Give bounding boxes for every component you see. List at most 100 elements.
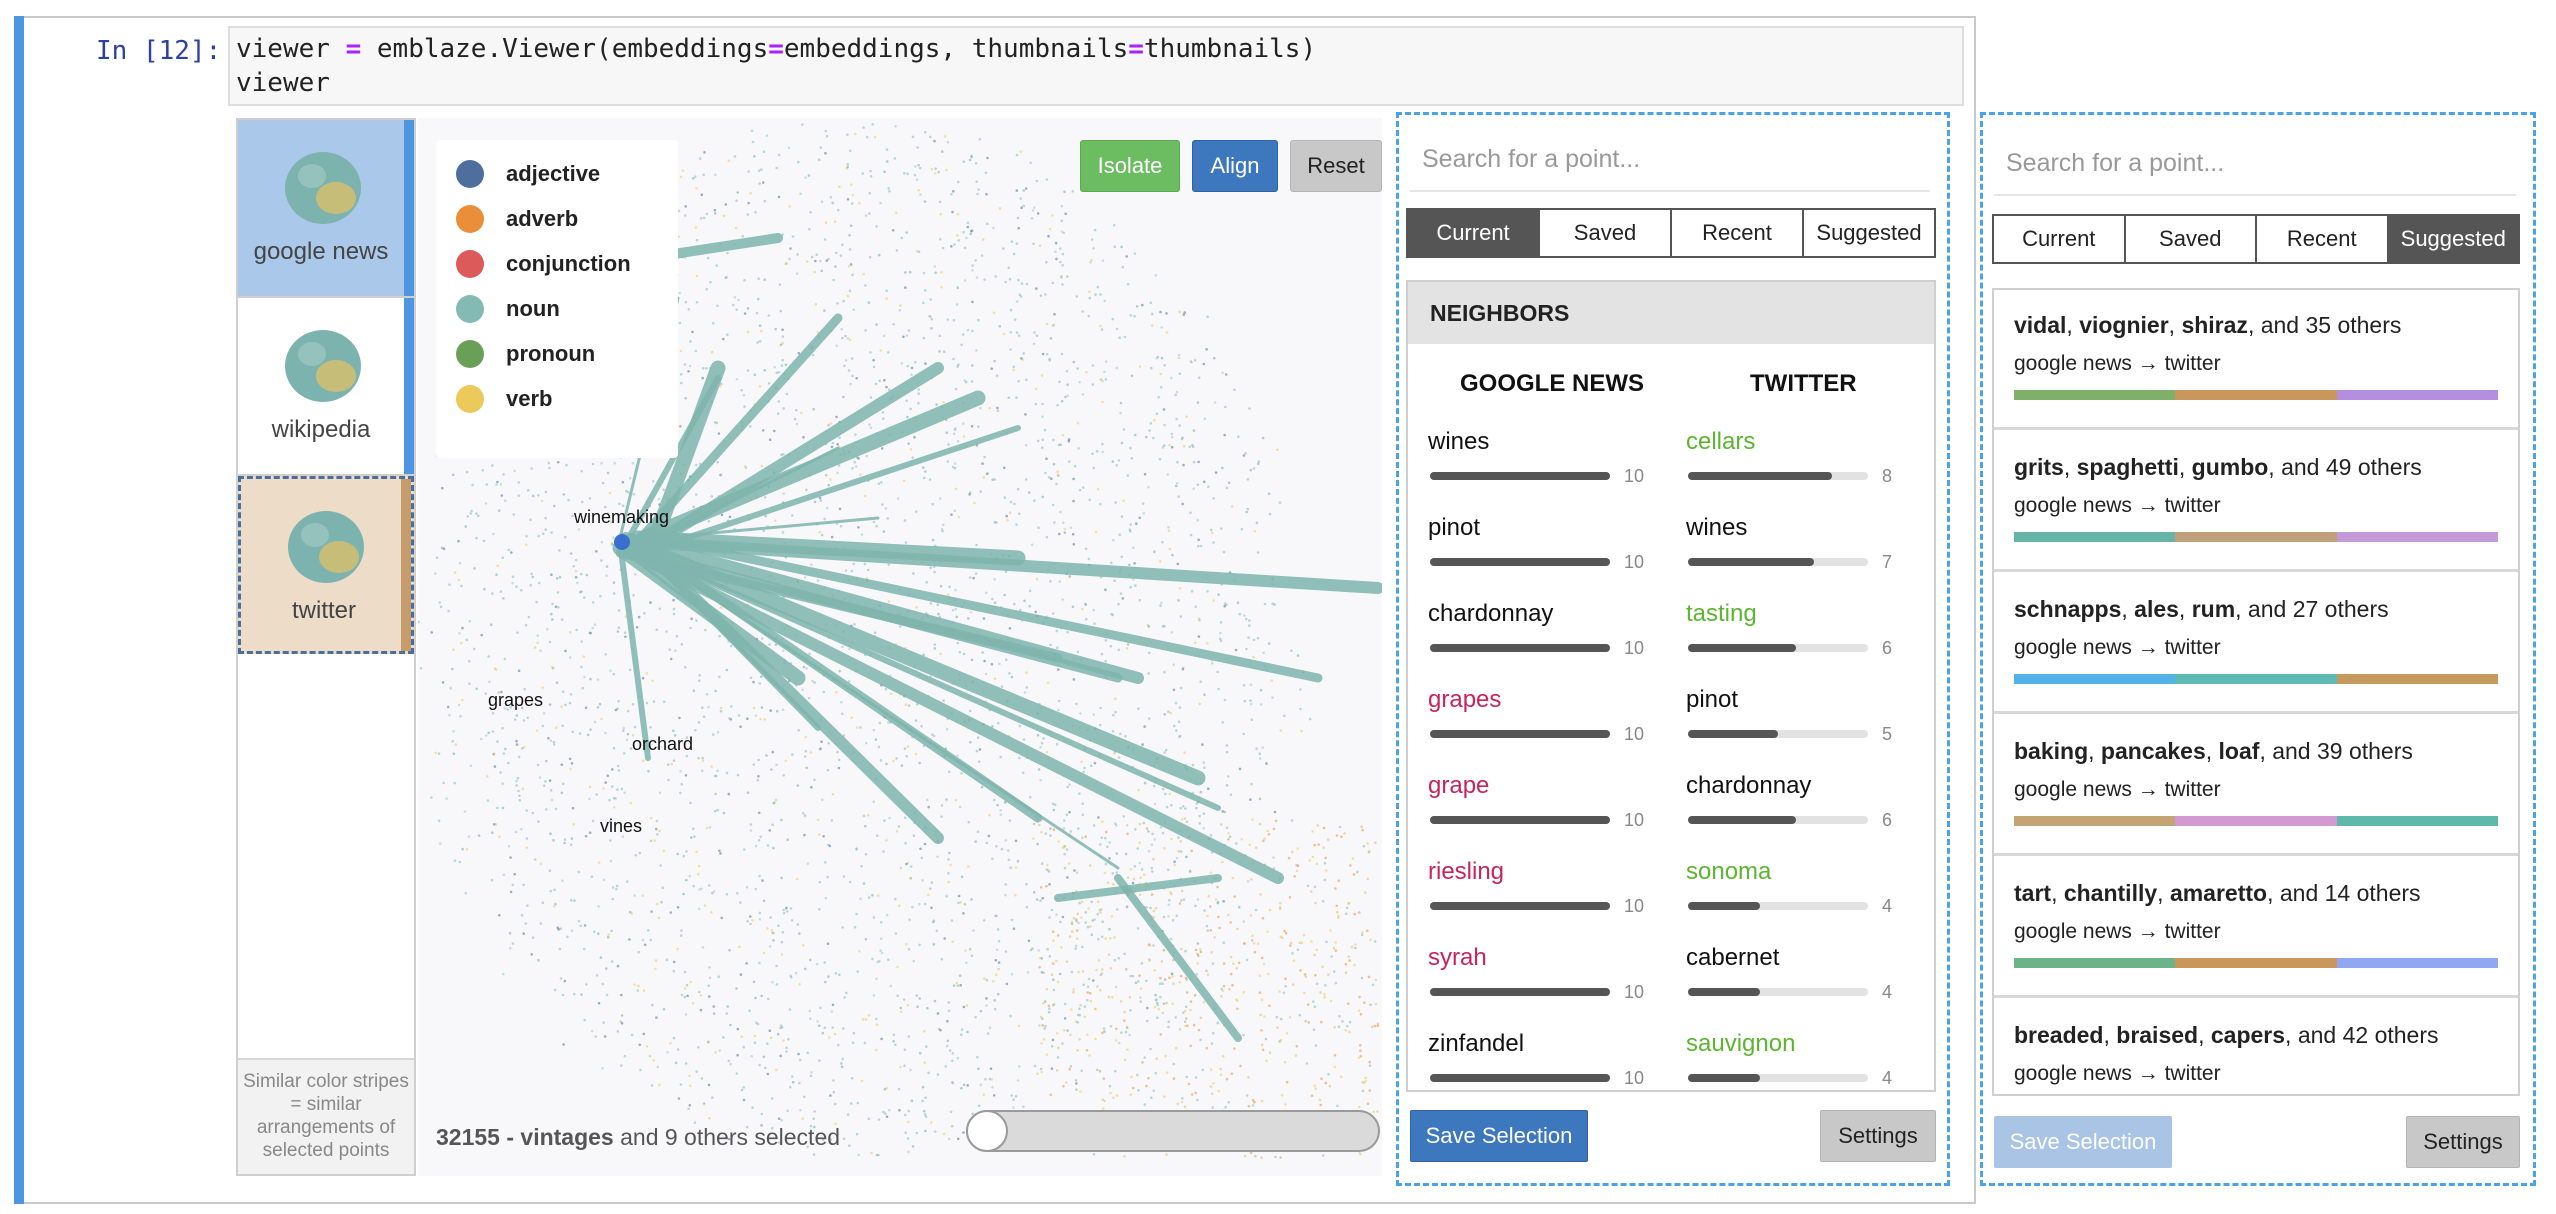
stripe-segment	[2336, 532, 2498, 542]
map-label-winemaking[interactable]: winemaking	[574, 507, 670, 527]
neighbor-word[interactable]: zinfandel	[1428, 1030, 1525, 1057]
tab-suggested[interactable]: Suggested	[1804, 210, 1934, 256]
tab-saved[interactable]: Saved	[2125, 216, 2257, 262]
neighbor-count: 10	[1624, 1068, 1645, 1088]
neighbor-count: 4	[1882, 1068, 1893, 1088]
neighbor-bar	[1688, 816, 1796, 824]
neighbor-bar-track	[1688, 988, 1868, 996]
suggestion-card[interactable]: grits, spaghetti, gumbo, and 49 others go…	[1994, 432, 2518, 572]
isolate-button[interactable]: Isolate	[1080, 140, 1180, 192]
neighbor-count: 10	[1624, 724, 1645, 744]
neighbor-bar	[1430, 472, 1610, 480]
legend-label: adjective	[506, 161, 601, 186]
neighbor-count: 4	[1882, 982, 1893, 1002]
stripe-segment	[2014, 816, 2176, 826]
neighbor-word[interactable]: sauvignon	[1686, 1030, 1796, 1057]
legend-item-verb[interactable]: verb	[456, 379, 552, 419]
tab-recent[interactable]: Recent	[2257, 216, 2389, 262]
legend-label: noun	[506, 296, 560, 321]
map-label-vines[interactable]: vines	[600, 816, 643, 836]
suggestion-title: baking, pancakes, loaf, and 39 others	[2014, 738, 2413, 764]
neighbor-bar	[1688, 1074, 1760, 1082]
suggestion-card[interactable]: schnapps, ales, rum, and 27 others google…	[1994, 574, 2518, 714]
neighbor-word[interactable]: sonoma	[1686, 858, 1772, 885]
legend-item-noun[interactable]: noun	[456, 289, 560, 329]
tab-suggested[interactable]: Suggested	[2388, 216, 2518, 262]
thumbnail-label: google news	[253, 238, 389, 265]
neighbor-word[interactable]: wines	[1686, 514, 1748, 541]
neighbor-word[interactable]: pinot	[1428, 514, 1481, 541]
left-search-input[interactable]: Search for a point...	[1410, 128, 1930, 192]
thumbnail-note: Similar color stripes = similar arrangem…	[238, 1058, 414, 1174]
suggestion-subtitle: google news → twitter	[2014, 920, 2221, 943]
thumbnail-twitter[interactable]: twitter	[238, 476, 414, 654]
suggestion-title: schnapps, ales, rum, and 27 others	[2014, 596, 2389, 622]
neighbor-count: 5	[1882, 724, 1893, 744]
neighbor-bar-track	[1688, 1074, 1868, 1082]
neighbor-word[interactable]: chardonnay	[1428, 600, 1554, 627]
suggestion-subtitle: google news → twitter	[2014, 778, 2221, 801]
neighbor-count: 4	[1882, 896, 1893, 916]
align-button[interactable]: Align	[1192, 140, 1278, 192]
neighbor-bar	[1688, 558, 1814, 566]
legend-label: adverb	[506, 206, 579, 231]
neighbor-bar	[1430, 816, 1610, 824]
neighbor-word[interactable]: riesling	[1428, 858, 1505, 885]
tab-current[interactable]: Current	[1408, 210, 1540, 256]
neighbor-word[interactable]: tasting	[1686, 600, 1757, 627]
right-settings-button[interactable]: Settings	[2406, 1116, 2520, 1168]
neighbor-count: 10	[1624, 638, 1645, 658]
stripe-segment	[2336, 674, 2498, 684]
neighbor-word[interactable]: chardonnay	[1686, 772, 1812, 799]
legend-item-adverb[interactable]: adverb	[456, 199, 578, 239]
legend-item-pronoun[interactable]: pronoun	[456, 334, 595, 374]
legend-item-conjunction[interactable]: conjunction	[456, 244, 631, 284]
map-label-grapes[interactable]: grapes	[488, 690, 544, 710]
suggestion-title: tart, chantilly, amaretto, and 14 others	[2014, 880, 2421, 906]
neighbor-bar	[1688, 472, 1832, 480]
suggestion-title: grits, spaghetti, gumbo, and 49 others	[2014, 454, 2422, 480]
neighbor-bar	[1430, 644, 1610, 652]
neighbor-count: 10	[1624, 552, 1645, 572]
left-settings-button[interactable]: Settings	[1820, 1110, 1936, 1162]
suggestion-card[interactable]: baking, pancakes, loaf, and 39 others goo…	[1994, 716, 2518, 856]
reset-button[interactable]: Reset	[1290, 140, 1382, 192]
legend-dot	[456, 340, 484, 368]
neighbor-word[interactable]: grapes	[1428, 686, 1502, 713]
stripe-segment	[2175, 390, 2337, 400]
scatter-canvas[interactable]	[418, 118, 1382, 1176]
neighbors-col1-title: GOOGLE NEWS	[1460, 370, 1645, 397]
suggestion-card[interactable]: vidal, viognier, shiraz, and 35 others go…	[1994, 290, 2518, 430]
cell-prompt: In [12]:	[96, 36, 222, 66]
neighbor-word[interactable]: cellars	[1686, 428, 1756, 455]
left-save-selection-button[interactable]: Save Selection	[1410, 1110, 1588, 1162]
thumbnail-google-news[interactable]: google news	[238, 120, 414, 298]
legend-dot	[456, 250, 484, 278]
right-save-selection-button[interactable]: Save Selection	[1994, 1116, 2172, 1168]
neighbor-word[interactable]: wines	[1428, 428, 1490, 455]
legend-dot	[456, 205, 484, 233]
frame-slider-handle[interactable]	[966, 1110, 1008, 1152]
neighbor-word[interactable]: cabernet	[1686, 944, 1780, 971]
right-sidebar-frame	[1980, 112, 2536, 1186]
neighbor-word[interactable]: pinot	[1686, 686, 1739, 713]
thumbnail-wikipedia[interactable]: wikipedia	[238, 298, 414, 476]
right-search-input[interactable]: Search for a point...	[1994, 132, 2516, 196]
code-editor[interactable]: viewer = emblaze.Viewer(embeddings=embed…	[228, 26, 1964, 106]
map-label-orchard[interactable]: orchard	[632, 734, 694, 754]
suggestion-color-stripe	[2014, 958, 2498, 968]
thumbnail-label: twitter	[291, 597, 356, 624]
neighbor-count: 6	[1882, 638, 1893, 658]
suggestion-card[interactable]: breaded, braised, capers, and 42 others g…	[1994, 1000, 2518, 1094]
neighbor-bar-track	[1688, 902, 1868, 910]
tab-recent[interactable]: Recent	[1672, 210, 1804, 256]
legend-item-adjective[interactable]: adjective	[456, 154, 600, 194]
neighbor-word[interactable]: grape	[1428, 772, 1490, 799]
tab-saved[interactable]: Saved	[1540, 210, 1672, 256]
suggestion-card[interactable]: tart, chantilly, amaretto, and 14 others…	[1994, 858, 2518, 998]
frame-slider-track[interactable]	[966, 1110, 1380, 1152]
thumbnail-image	[285, 330, 361, 402]
neighbors-panel	[1406, 280, 1936, 1092]
tab-current[interactable]: Current	[1994, 216, 2126, 262]
neighbor-word[interactable]: syrah	[1428, 944, 1487, 971]
